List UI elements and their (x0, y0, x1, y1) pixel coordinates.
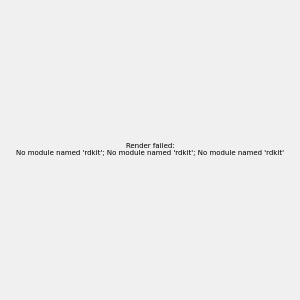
Text: Render failed:
No module named 'rdkit'; No module named 'rdkit'; No module named: Render failed: No module named 'rdkit'; … (16, 143, 284, 157)
